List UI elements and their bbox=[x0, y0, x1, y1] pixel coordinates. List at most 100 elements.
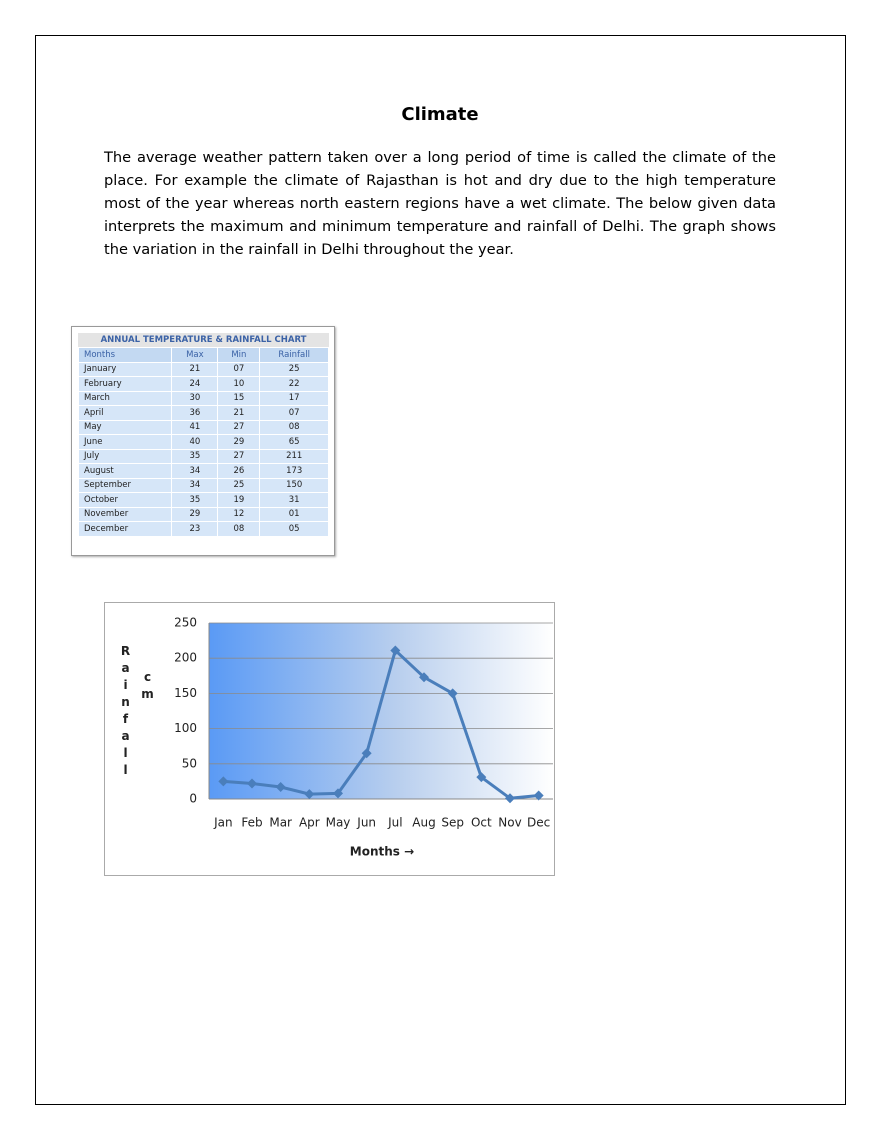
table-cell: March bbox=[77, 390, 173, 406]
table-row: May 41 27 08 bbox=[77, 419, 329, 435]
chart: Rainfall cm Months → 0 50 100 150 200 250 Jan F… bbox=[104, 602, 555, 876]
x-tick-label: Mar bbox=[269, 816, 292, 830]
x-tick-label: Jun bbox=[356, 816, 376, 830]
x-tick-label: Feb bbox=[241, 816, 262, 830]
table-cell: 173 bbox=[259, 463, 329, 479]
table-row: February 24 10 22 bbox=[77, 376, 329, 392]
y-tick-label: 150 bbox=[174, 686, 197, 700]
table-header-cell: Max bbox=[171, 347, 219, 363]
marker bbox=[505, 793, 515, 804]
x-tick-label: Aug bbox=[412, 816, 435, 830]
table-cell: 21 bbox=[171, 361, 219, 377]
table: ANNUAL TEMPERATURE & RAINFALL CHART Mont… bbox=[77, 333, 329, 537]
table-cell: 22 bbox=[259, 376, 329, 392]
table-cell: 36 bbox=[171, 405, 219, 421]
marker bbox=[333, 788, 343, 799]
table-cell: August bbox=[77, 463, 173, 479]
table-cell: 08 bbox=[259, 419, 329, 435]
x-tick-label: Jan bbox=[213, 816, 233, 830]
plot-area bbox=[209, 623, 553, 799]
table-cell: 24 bbox=[171, 376, 219, 392]
table-cell: 12 bbox=[217, 506, 261, 522]
table-cell: 25 bbox=[217, 477, 261, 493]
table-cell: December bbox=[77, 521, 173, 537]
table-cell: November bbox=[77, 506, 173, 522]
marker bbox=[419, 672, 429, 683]
table-cell: 17 bbox=[259, 390, 329, 406]
table-cell: July bbox=[77, 448, 173, 464]
table-cell: 150 bbox=[259, 477, 329, 493]
table-cell: September bbox=[77, 477, 173, 493]
table-cell: 10 bbox=[217, 376, 261, 392]
table-cell: 65 bbox=[259, 434, 329, 450]
marker bbox=[447, 688, 458, 699]
table-row: December 23 08 05 bbox=[77, 521, 329, 537]
x-tick-label: May bbox=[326, 816, 351, 830]
marker bbox=[218, 776, 229, 787]
table-row: August 34 26 173 bbox=[77, 463, 329, 479]
x-tick-label: Apr bbox=[299, 816, 320, 830]
x-tick-label: Nov bbox=[498, 816, 521, 830]
title: Climate bbox=[401, 104, 479, 125]
y-tick-label: 100 bbox=[174, 721, 197, 735]
x-tick-label: Oct bbox=[471, 816, 492, 830]
table-cell: 30 bbox=[171, 390, 219, 406]
marker bbox=[390, 645, 401, 656]
table-cell: 21 bbox=[217, 405, 261, 421]
line bbox=[223, 647, 539, 800]
table-cell: 07 bbox=[217, 361, 261, 377]
table-row: March 30 15 17 bbox=[77, 390, 329, 406]
y-tick-label: 200 bbox=[174, 651, 197, 665]
table-cell: February bbox=[77, 376, 173, 392]
table-cell: 26 bbox=[217, 463, 261, 479]
page-frame bbox=[35, 35, 846, 1105]
marker bbox=[476, 772, 487, 783]
table-cell: 35 bbox=[171, 492, 219, 508]
table-cell: 07 bbox=[259, 405, 329, 421]
y-tick-label: 250 bbox=[174, 616, 197, 630]
table-cell: 211 bbox=[259, 448, 329, 464]
y-axis-label: Rainfall bbox=[119, 644, 133, 780]
table-row: September 34 25 150 bbox=[77, 477, 329, 493]
table-row: April 36 21 07 bbox=[77, 405, 329, 421]
table-cell: 27 bbox=[217, 448, 261, 464]
table-cell: 15 bbox=[217, 390, 261, 406]
marker bbox=[533, 790, 544, 801]
table-row: October 35 19 31 bbox=[77, 492, 329, 508]
y-tick-label: 50 bbox=[182, 756, 197, 770]
table-cell: 27 bbox=[217, 419, 261, 435]
table-row: July 35 27 211 bbox=[77, 448, 329, 464]
table-cell: 31 bbox=[259, 492, 329, 508]
x-tick-label: Sep bbox=[441, 816, 464, 830]
table-cell: 19 bbox=[217, 492, 261, 508]
table-cell: 29 bbox=[171, 506, 219, 522]
table-title: ANNUAL TEMPERATURE & RAINFALL CHART bbox=[78, 333, 329, 347]
y-axis-unit: cm bbox=[141, 670, 155, 704]
marker bbox=[275, 782, 286, 793]
table-row: June 40 29 65 bbox=[77, 434, 329, 450]
x-axis-label: Months → bbox=[350, 845, 414, 859]
x-tick-label: Jul bbox=[387, 816, 402, 830]
table-cell: 29 bbox=[217, 434, 261, 450]
table-cell: 25 bbox=[259, 361, 329, 377]
table-body: January 21 07 25 February 24 10 22 March 30 15 17 Ap… bbox=[77, 361, 329, 537]
table-cell: 40 bbox=[171, 434, 219, 450]
table-cell: 34 bbox=[171, 477, 219, 493]
x-tick-label: Dec bbox=[527, 816, 550, 830]
table-box: ANNUAL TEMPERATURE & RAINFALL CHART Mont… bbox=[71, 326, 335, 556]
marker bbox=[361, 748, 372, 759]
marker bbox=[304, 789, 315, 800]
table-header-cell: Months bbox=[77, 347, 173, 363]
table-cell: 34 bbox=[171, 463, 219, 479]
table-cell: January bbox=[77, 361, 173, 377]
table-cell: June bbox=[77, 434, 173, 450]
table-header: Months Max Min Rainfall bbox=[77, 347, 329, 363]
paragraph: The average weather pattern taken over a… bbox=[104, 149, 776, 258]
table-cell: May bbox=[77, 419, 173, 435]
table-header-cell: Min bbox=[217, 347, 261, 363]
y-tick-label: 0 bbox=[189, 792, 197, 806]
table-header-cell: Rainfall bbox=[259, 347, 329, 363]
table-cell: 35 bbox=[171, 448, 219, 464]
table-cell: April bbox=[77, 405, 173, 421]
